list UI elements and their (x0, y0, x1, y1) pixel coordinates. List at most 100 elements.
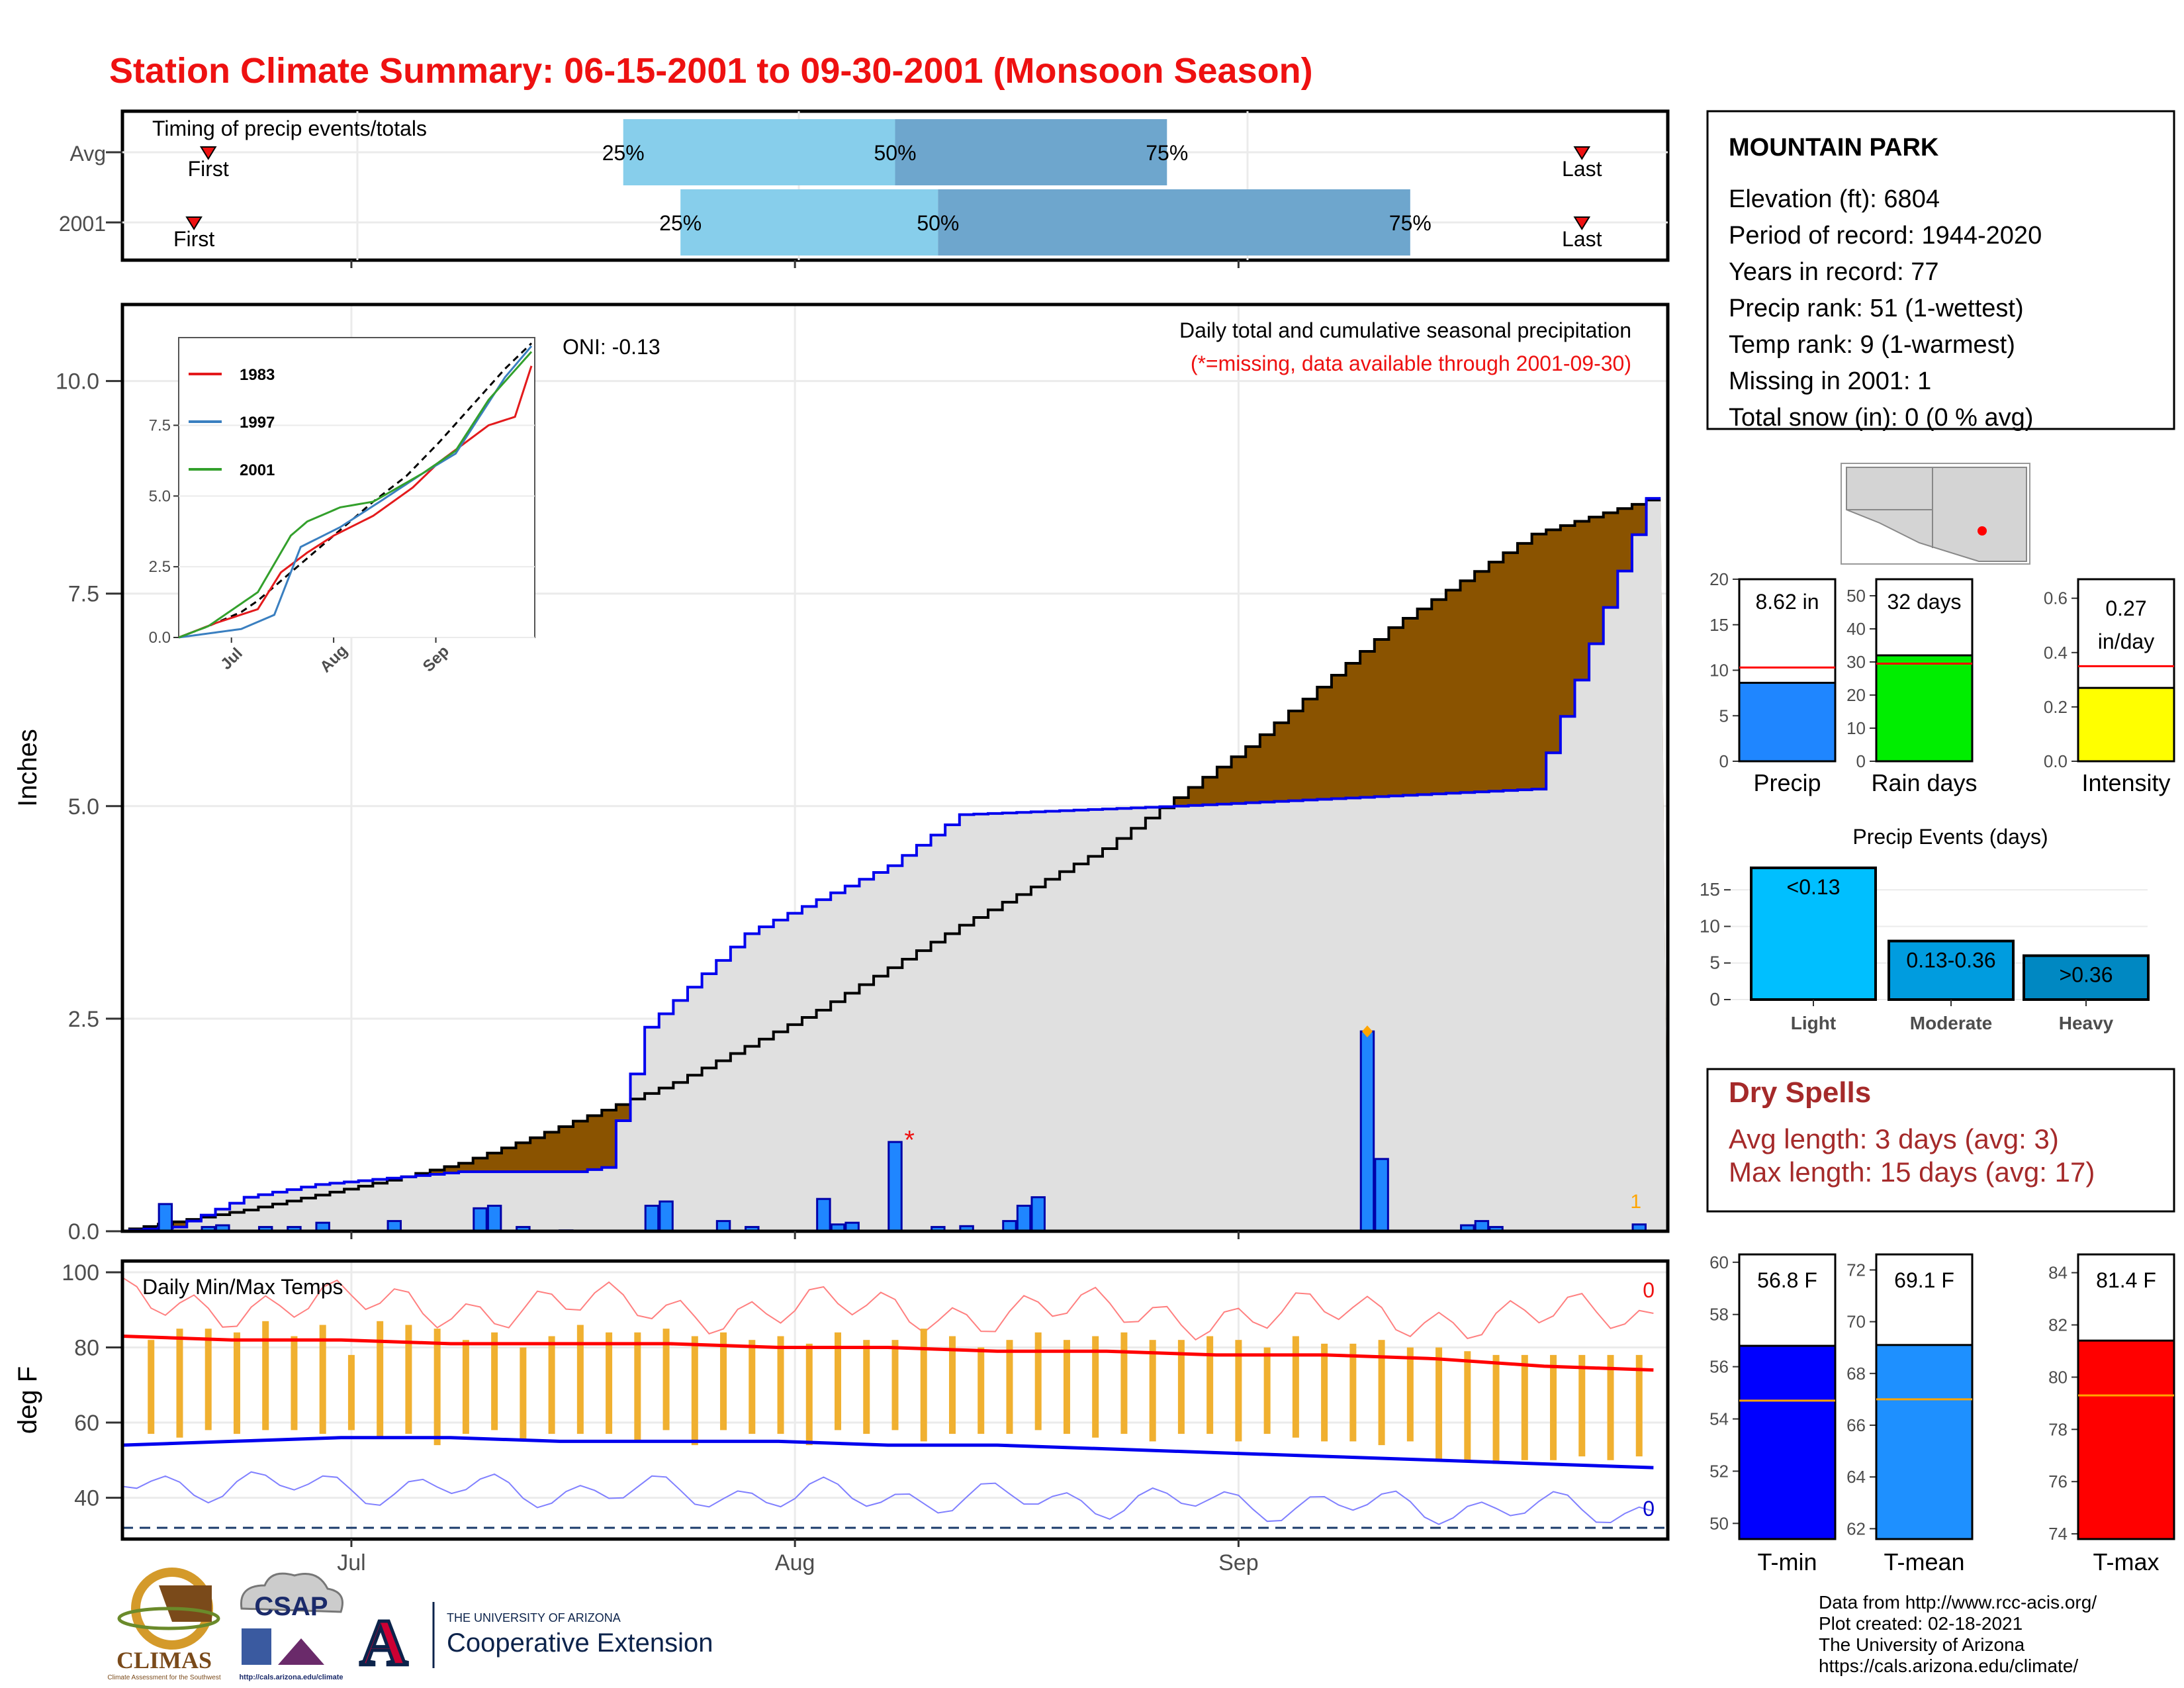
precip-note: Daily total and cumulative seasonal prec… (1179, 318, 1631, 342)
daily-precip-bar (473, 1207, 488, 1233)
summary-value-label: 32 days (1887, 590, 1961, 614)
summary-y-tick-label: 0 (1719, 751, 1729, 771)
temp-summary-y-tick-label: 62 (1846, 1519, 1866, 1538)
temp-summary-y-tick-label: 76 (2048, 1472, 2068, 1491)
inset-legend-label: 1983 (240, 366, 275, 384)
summary-y-tick-label: 50 (1846, 586, 1866, 606)
timing-title: Timing of precip events/totals (152, 117, 427, 140)
inset-y-tick-label: 2.5 (149, 558, 171, 576)
station-info-box: MOUNTAIN PARK Elevation (ft): 6804 Period… (1706, 110, 2175, 432)
daily-temp-range-bar (405, 1325, 412, 1434)
daily-temp-range-bar (1006, 1340, 1013, 1434)
avg-min-temp-line (122, 1436, 1654, 1470)
daily-precip-bar (1016, 1204, 1032, 1233)
temp-summary-value-label: 56.8 F (1757, 1268, 1817, 1292)
daily-temp-range-bar (1235, 1340, 1242, 1442)
daily-temp-range-bar (777, 1336, 784, 1434)
daily-precip-bar (158, 1203, 173, 1233)
precip-y-tick-label: 10.0 (56, 369, 99, 395)
precip-event-label: Heavy (2059, 1013, 2114, 1033)
daily-temp-range-bar (1206, 1336, 1214, 1434)
csap-wordmark: CSAP (254, 1592, 328, 1621)
precip-event-range: <0.13 (1787, 875, 1841, 899)
record-low-line (122, 1471, 1654, 1525)
temp-summary-y-tick-label: 56 (1709, 1357, 1729, 1377)
daily-precip-bar (816, 1197, 831, 1233)
daily-temp-range-bar (548, 1336, 555, 1434)
inset-line-1997 (178, 345, 533, 639)
summary-y-tick-label: 15 (1709, 615, 1729, 635)
dry-spells-avg: Avg length: 3 days (avg: 3) (1729, 1123, 2059, 1154)
last-event-label: Last (1562, 157, 1602, 181)
cumulative-2001-line (122, 496, 1661, 1233)
summary-y-tick-label: 30 (1846, 652, 1866, 672)
daily-precip-bar (887, 1141, 903, 1233)
events-y-tick-label: 0 (1709, 989, 1720, 1009)
daily-temp-range-bar (148, 1340, 155, 1434)
daily-temp-range-bar (720, 1332, 727, 1430)
precip-y-tick-label: 0.0 (68, 1219, 99, 1244)
temp-summary-y-tick-label: 84 (2048, 1263, 2068, 1283)
timing-pct-label: 75% (1389, 211, 1432, 235)
summary-value-unit: in/day (2098, 630, 2154, 653)
inset-legend-label: 2001 (240, 461, 275, 479)
station-info-line: Elevation (ft): 6804 (1729, 185, 1940, 213)
timing-panel: Timing of precip events/totals Avg 2001 … (59, 109, 1670, 262)
timing-pct-label: 25% (602, 141, 645, 165)
daily-temp-range-bar (662, 1329, 670, 1430)
summary-y-tick-label: 0 (1856, 751, 1866, 771)
daily-temp-range-bar (1435, 1347, 1443, 1460)
daily-temp-range-bar (805, 1343, 813, 1446)
timing-pct-label: 25% (659, 211, 702, 235)
summary-y-tick-label: 0.2 (2044, 697, 2068, 717)
daily-temp-range-bar (1034, 1332, 1042, 1430)
inset-plot-frame (178, 337, 535, 638)
first-event-label: First (188, 157, 229, 181)
daily-temp-range-bar (1321, 1343, 1328, 1442)
inset-line-1983 (178, 365, 533, 639)
daily-temp-range-bar (1521, 1354, 1528, 1460)
precip-event-label: Moderate (1910, 1013, 1992, 1033)
summary-value-bar (1738, 681, 1837, 763)
daily-precip-bar (1030, 1196, 1046, 1233)
temp-y-tick-label: 40 (74, 1486, 99, 1511)
daily-temp-range-bar (891, 1340, 899, 1430)
station-location-dot (1978, 526, 1987, 536)
ua-logo: A THE UNIVERSITY OF ARIZONA Cooperative … (358, 1602, 713, 1681)
ua-name: THE UNIVERSITY OF ARIZONA (447, 1611, 621, 1624)
precip-event-label: Light (1791, 1013, 1836, 1033)
temp-summary-y-tick-label: 64 (1846, 1467, 1866, 1487)
timing-pct-label: 50% (874, 141, 916, 165)
record-high-line (122, 1277, 1654, 1341)
summary-y-tick-label: 20 (1846, 685, 1866, 705)
daily-temp-range-bar (920, 1329, 927, 1442)
station-info-line: Missing in 2001: 1 (1729, 367, 1931, 395)
temp-summary-value-bar (1738, 1344, 1837, 1540)
temp-summary-label: T-max (2093, 1548, 2159, 1575)
footer-line-2: Plot created: 02-18-2021 (1819, 1613, 2023, 1634)
daily-temp-range-bar (1464, 1351, 1471, 1460)
daily-temp-range-bar (1292, 1336, 1299, 1438)
first-event-marker (185, 216, 203, 230)
temp-count-top: 0 (1643, 1278, 1655, 1302)
timing-pct-label: 50% (917, 211, 959, 235)
daily-temp-range-bar (606, 1332, 613, 1434)
summary-y-tick-label: 10 (1846, 718, 1866, 738)
temp-count-bottom: 0 (1643, 1497, 1655, 1521)
footer-line-1: Data from http://www.rcc-acis.org/ (1819, 1592, 2097, 1613)
ua-block-a: A (360, 1606, 408, 1679)
timing-bar-25-50 (623, 119, 895, 185)
missing-day-marker: * (904, 1125, 915, 1154)
last-event-marker (1573, 146, 1591, 160)
timing-bar-25-50 (680, 189, 938, 256)
daily-temp-range-bar (1607, 1354, 1614, 1460)
summary-bar-label: Rain days (1871, 769, 1977, 796)
x-tick-label: Sep (1218, 1550, 1259, 1575)
precip-event-range: 0.13-0.36 (1906, 949, 1995, 972)
daily-temp-range-bar (1578, 1354, 1586, 1457)
precip-event-range: >0.36 (2060, 963, 2113, 987)
footer-line-3: The University of Arizona (1819, 1634, 2025, 1655)
dry-spells-box: Dry Spells Avg length: 3 days (avg: 3) M… (1706, 1068, 2175, 1213)
timing-bar-50-75 (938, 189, 1410, 256)
summary-value-label: 8.62 in (1755, 590, 1819, 614)
